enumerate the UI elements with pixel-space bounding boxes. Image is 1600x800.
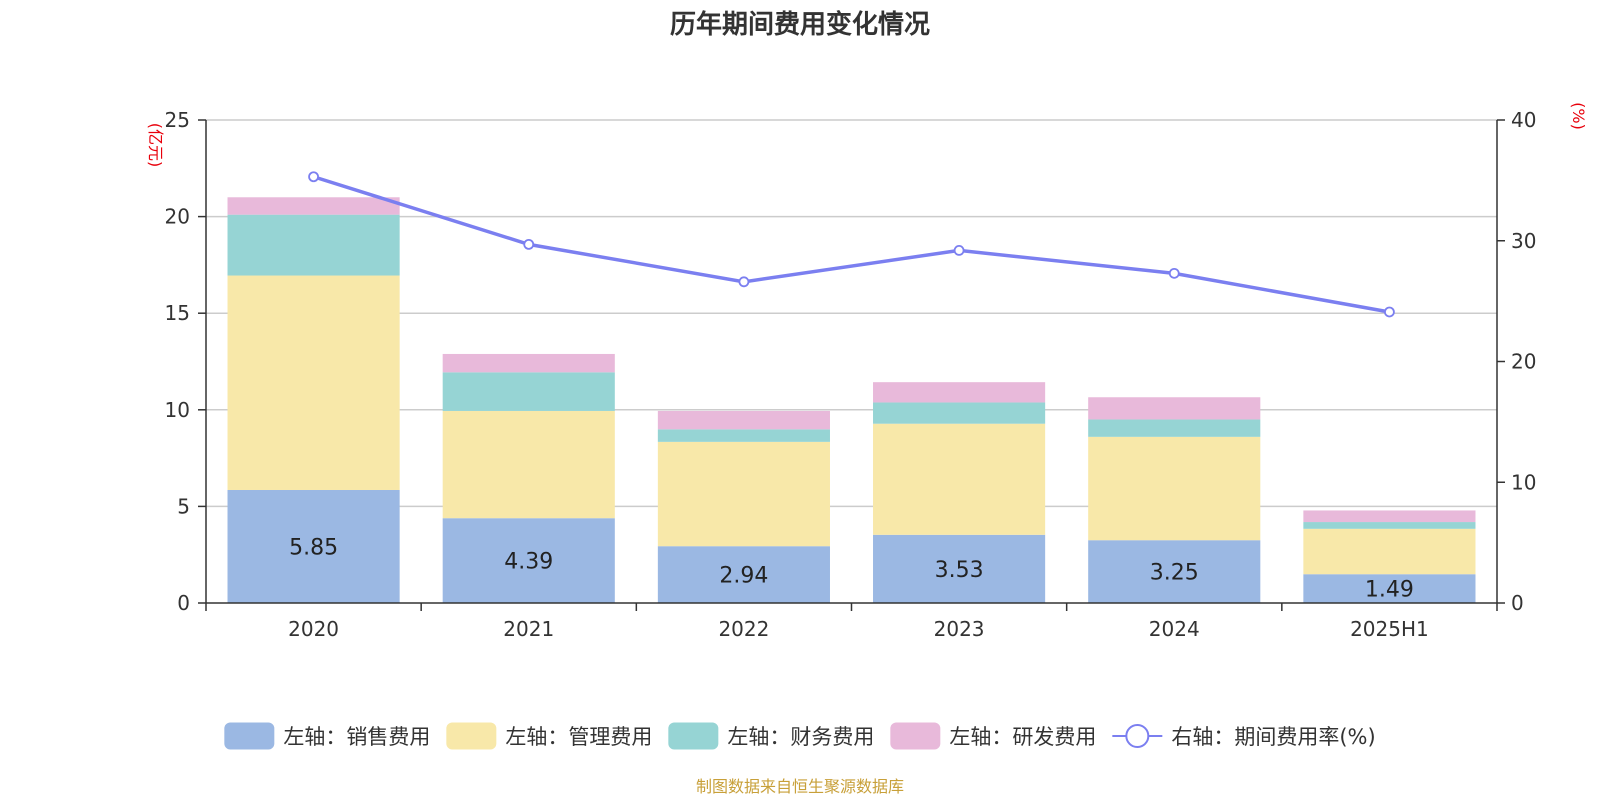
bar-segment (657, 441, 830, 547)
bar-segment (873, 382, 1046, 403)
bar-segment (227, 275, 400, 490)
legend-swatch (446, 722, 497, 750)
grid-lines (206, 119, 1497, 508)
legend-label: 左轴：财务费用 (727, 725, 874, 749)
legend-swatch (890, 722, 941, 750)
left-axis-unit: (亿元) (146, 123, 165, 168)
right-axis-tick-label: 40 (1511, 108, 1536, 132)
bar-segment (1303, 522, 1476, 529)
bar-segment (227, 489, 400, 603)
left-axis-tick-label: 10 (165, 398, 190, 422)
expense-rate-line (313, 175, 1390, 314)
bar-value-label: 2.94 (719, 564, 768, 589)
right-axis-unit: (%) (1569, 102, 1588, 130)
expense-rate-point (308, 171, 319, 183)
left-axis-tick-label: 20 (165, 205, 190, 229)
expense-rate-point (1384, 306, 1395, 318)
bar-segment (1303, 510, 1476, 523)
left-axis-tick-label: 15 (165, 301, 190, 325)
legend: 左轴：销售费用 左轴：管理费用 左轴：财务费用 左轴：研发费用 右轴：期间费用率(%) (224, 722, 1376, 750)
left-axis-tick-label: 5 (177, 494, 190, 518)
left-axis-tick-label: 0 (177, 591, 190, 615)
chart-title: 历年期间费用变化情况 (670, 9, 930, 40)
line-series (308, 171, 1395, 318)
bar-segment (442, 518, 615, 603)
bar-segment (442, 410, 615, 519)
expense-rate-point (523, 238, 535, 250)
legend-label: 右轴：期间费用率(%) (1171, 725, 1375, 749)
bar-value-label: 1.49 (1365, 578, 1414, 603)
left-axis-tick-label: 25 (165, 108, 190, 132)
legend-swatch (224, 722, 275, 750)
bar-value-label: 3.53 (935, 558, 984, 583)
bar-segment (442, 353, 615, 373)
legend-swatch (668, 722, 719, 750)
x-axis-tick-label: 2025H1 (1350, 617, 1429, 641)
right-axis-tick-label: 10 (1511, 470, 1536, 494)
bar-segment (657, 429, 830, 442)
bar-segment (1303, 574, 1476, 603)
bar-segment (227, 197, 400, 215)
expense-rate-point (738, 276, 750, 288)
right-axis-tick-label: 0 (1511, 591, 1524, 615)
bar-value-label: 4.39 (504, 550, 553, 575)
right-axis-tick-label: 20 (1511, 350, 1536, 374)
bar-segment (873, 402, 1046, 424)
bar-segment (1088, 540, 1261, 603)
bar-segment (442, 372, 615, 411)
x-axis-tick-label: 2021 (503, 617, 554, 641)
axes: 0 5 10 15 20 25 0 10 20 30 40 2020 2021 2022 2023 2024 2… (165, 108, 1537, 641)
right-axis-tick-label: 30 (1511, 229, 1536, 253)
legend-marker (1125, 724, 1150, 748)
x-axis-tick-label: 2024 (1149, 617, 1200, 641)
data-labels: 5.85 4.39 2.94 3.53 3.25 1.49 (289, 535, 1414, 602)
legend-label: 左轴：管理费用 (505, 725, 652, 749)
bar-value-label: 3.25 (1150, 561, 1199, 586)
legend-label: 左轴：销售费用 (283, 725, 430, 749)
expense-rate-point (953, 245, 965, 256)
x-axis-tick-label: 2023 (934, 617, 985, 641)
x-axis-tick-label: 2020 (288, 617, 339, 641)
bar-segment (1303, 528, 1476, 575)
bar-segment (657, 546, 830, 603)
data-source-note: 制图数据来自恒生聚源数据库 (696, 777, 904, 796)
bar-segment (1088, 419, 1261, 437)
bar-series (227, 197, 1476, 603)
expense-rate-point (1168, 267, 1180, 279)
bar-segment (1088, 436, 1261, 541)
bar-segment (1088, 397, 1261, 420)
x-axis-tick-label: 2022 (718, 617, 769, 641)
bar-segment (227, 214, 400, 276)
bar-value-label: 5.85 (289, 535, 338, 560)
bar-segment (657, 410, 830, 430)
bar-segment (873, 423, 1046, 535)
legend-label: 左轴：研发费用 (949, 725, 1096, 749)
bar-segment (873, 534, 1046, 603)
